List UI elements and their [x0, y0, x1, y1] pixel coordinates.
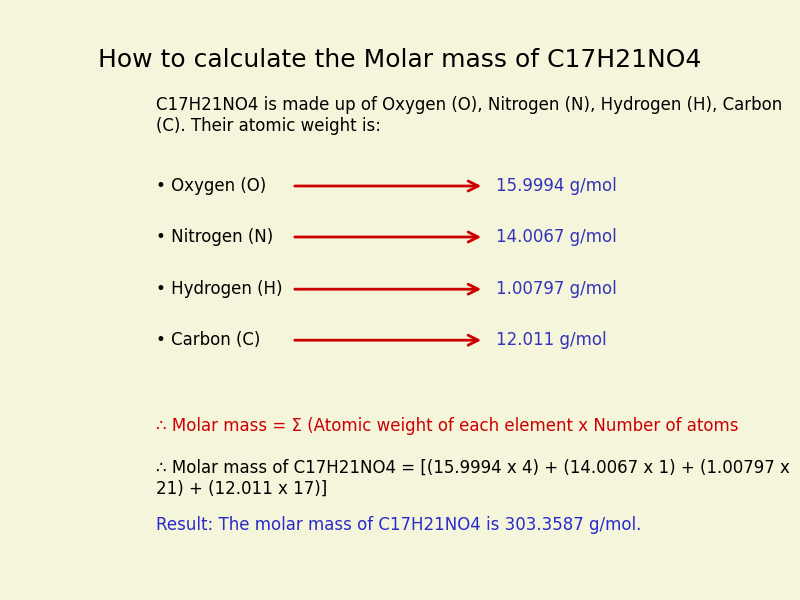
Text: • Nitrogen (N): • Nitrogen (N): [156, 228, 274, 246]
Text: 12.011 g/mol: 12.011 g/mol: [496, 331, 606, 349]
Text: 15.9994 g/mol: 15.9994 g/mol: [496, 177, 617, 195]
Text: 1.00797 g/mol: 1.00797 g/mol: [496, 280, 617, 298]
Text: C17H21NO4 is made up of Oxygen (O), Nitrogen (N), Hydrogen (H), Carbon
(C). Thei: C17H21NO4 is made up of Oxygen (O), Nitr…: [156, 96, 782, 135]
Text: • Hydrogen (H): • Hydrogen (H): [156, 280, 282, 298]
Text: ∴ Molar mass = Σ (Atomic weight of each element x Number of atoms: ∴ Molar mass = Σ (Atomic weight of each …: [156, 417, 738, 435]
Text: • Carbon (C): • Carbon (C): [156, 331, 260, 349]
Text: Result: The molar mass of C17H21NO4 is 303.3587 g/mol.: Result: The molar mass of C17H21NO4 is 3…: [156, 516, 642, 534]
Text: How to calculate the Molar mass of C17H21NO4: How to calculate the Molar mass of C17H2…: [98, 48, 702, 72]
Text: ∴ Molar mass of C17H21NO4 = [(15.9994 x 4) + (14.0067 x 1) + (1.00797 x
21) + (1: ∴ Molar mass of C17H21NO4 = [(15.9994 x …: [156, 459, 790, 498]
Text: • Oxygen (O): • Oxygen (O): [156, 177, 266, 195]
Text: 14.0067 g/mol: 14.0067 g/mol: [496, 228, 617, 246]
